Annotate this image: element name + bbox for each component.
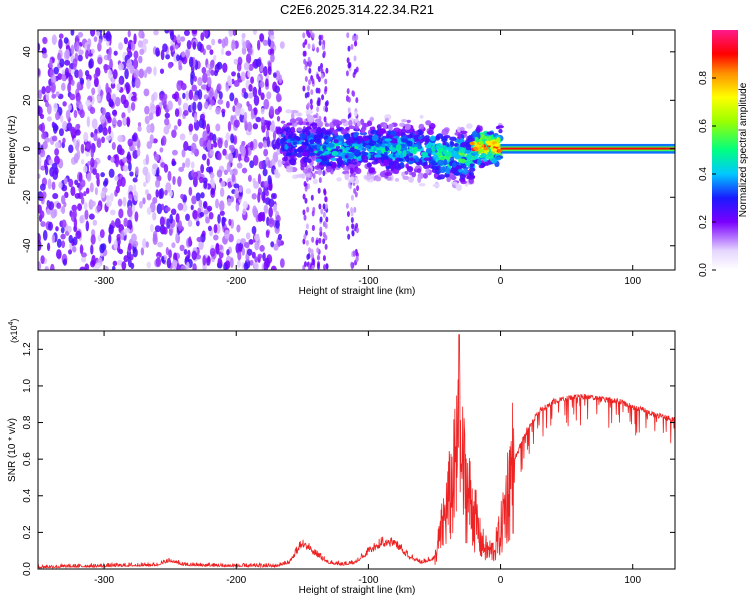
spectrogram-xtick-label: 100	[624, 276, 641, 287]
snr-plot-area	[38, 331, 675, 569]
snr-ylabel: SNR (10 * v/v)	[7, 418, 18, 482]
spectrogram-ytick-label: 0	[22, 146, 33, 152]
spectrogram-ytick-label: -20	[22, 190, 33, 205]
colorbar-tick-label: 0.6	[698, 119, 709, 133]
spectrogram-xtick-label: -100	[358, 276, 378, 287]
colorbar-tick-label: 0.0	[698, 263, 709, 277]
spectrogram-ytick-label: 40	[22, 46, 33, 58]
snr-axes: -300 -200 -100 0 100 0.0 0.2 0.4 0.6 0.8 1.0 1.2	[22, 331, 675, 586]
spectrogram-xtick-label: -200	[226, 276, 246, 287]
snr-xtick-label: -300	[94, 575, 114, 586]
colorbar-label: Normalized spectral amplitude	[738, 82, 749, 217]
snr-xtick-label: -200	[226, 575, 246, 586]
snr-xtick-label: 100	[624, 575, 641, 586]
snr-ytick-label: 1.2	[22, 342, 33, 356]
snr-multiplier-base: (x10	[9, 325, 19, 343]
figure-title: C2E6.2025.314.22.34.R21	[280, 2, 434, 17]
snr-panel: -300 -200 -100 0 100 0.0 0.2 0.4 0.6 0.8 1.0 1.2 He…	[7, 319, 676, 596]
colorbar-tick-label: 0.2	[698, 215, 709, 229]
colorbar-gradient	[712, 30, 738, 270]
snr-ytick-label: 0.2	[22, 525, 33, 539]
snr-ytick-label: 0.6	[22, 452, 33, 466]
spectrogram-ytick-label: 20	[22, 94, 33, 106]
spectrogram-heat	[38, 30, 675, 270]
snr-ytick-label: 0.4	[22, 488, 33, 502]
snr-multiplier-close: )	[9, 319, 19, 322]
colorbar-tick-label: 0.8	[698, 71, 709, 85]
snr-ytick-label: 0.8	[22, 415, 33, 429]
snr-series-line	[38, 334, 675, 569]
colorbar: 0.0 0.2 0.4 0.6 0.8 Normalized spectral ampl…	[698, 30, 749, 277]
snr-xtick-label: -100	[358, 575, 378, 586]
snr-frame	[37, 330, 676, 570]
colorbar-tick-label: 0.4	[698, 167, 709, 181]
snr-ytick-label: 0.0	[22, 562, 33, 576]
spectrogram-ytick-label: -40	[22, 238, 33, 253]
snr-xlabel: Height of straight line (km)	[299, 585, 416, 596]
snr-xtick-label: 0	[498, 575, 504, 586]
snr-ytick-label: 1.0	[22, 379, 33, 393]
spectrogram-ylabel: Frequency (Hz)	[7, 116, 18, 185]
colorbar-ticks: 0.0 0.2 0.4 0.6 0.8	[698, 71, 716, 277]
snr-multiplier: (x104)	[8, 319, 19, 343]
spectrogram-xlabel: Height of straight line (km)	[299, 286, 416, 297]
spectrogram-xtick-label: 0	[498, 276, 504, 287]
spectrogram-frame	[37, 29, 676, 271]
spectrogram-xtick-label: -300	[94, 276, 114, 287]
snr-multiplier-exp: 4	[8, 321, 15, 325]
